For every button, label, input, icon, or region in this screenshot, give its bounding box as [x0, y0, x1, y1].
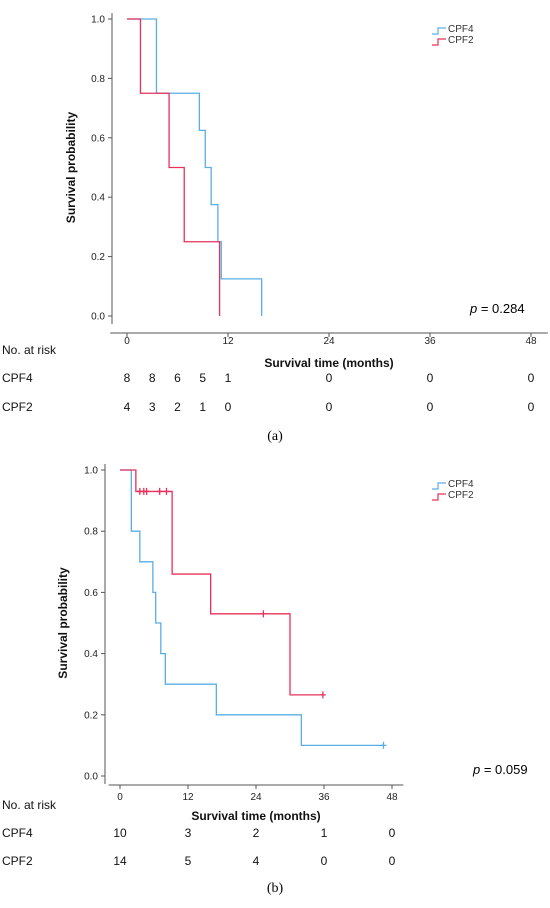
risk-cell: 0 — [326, 400, 333, 414]
censor-mark-cpf4 — [380, 741, 387, 749]
risk-cell: 8 — [124, 371, 131, 385]
x-tick-label: 48 — [386, 792, 398, 803]
p-value-label: p — [469, 301, 477, 316]
x-tick-label: 0 — [124, 336, 130, 347]
x-tick-label: 36 — [318, 792, 330, 803]
risk-row-name-cpf2: CPF2 — [2, 400, 33, 414]
risk-cell: 5 — [199, 371, 206, 385]
censor-mark-cpf2 — [260, 610, 267, 618]
risk-cell: 0 — [389, 854, 396, 868]
risk-cell: 14 — [113, 854, 127, 868]
p-value-number: = 0.284 — [477, 301, 524, 316]
y-axis-title: Survival probability — [56, 567, 70, 679]
y-tick-label: 0.8 — [91, 74, 105, 85]
risk-cell: 0 — [389, 826, 396, 840]
y-tick-label: 0.4 — [84, 649, 98, 660]
risk-table-title: No. at risk — [2, 798, 57, 812]
panel-caption: (b) — [267, 881, 284, 896]
legend-label-cpf4: CPF4 — [448, 24, 474, 35]
risk-cell: 2 — [174, 400, 181, 414]
y-tick-label: 0.0 — [84, 772, 98, 783]
p-value-text: p = 0.059 — [472, 762, 528, 777]
censor-mark-cpf2 — [163, 487, 170, 495]
legend-label-cpf4: CPF4 — [448, 479, 474, 490]
risk-cell: 1 — [321, 826, 328, 840]
y-tick-label: 0.8 — [84, 527, 98, 538]
risk-cell: 8 — [149, 371, 156, 385]
x-tick-label: 24 — [250, 792, 262, 803]
risk-cell: 0 — [528, 400, 535, 414]
censor-mark-cpf2 — [319, 691, 326, 699]
risk-cell: 4 — [124, 400, 131, 414]
risk-cell: 0 — [528, 371, 535, 385]
risk-cell: 0 — [427, 400, 434, 414]
censor-mark-cpf2 — [156, 487, 163, 495]
x-tick-label: 24 — [323, 336, 335, 347]
risk-cell: 2 — [253, 826, 260, 840]
p-value-text: p = 0.284 — [469, 301, 525, 316]
km-curve-cpf2 — [120, 469, 323, 696]
y-tick-label: 0.2 — [91, 252, 105, 263]
x-axis-title: Survival time (months) — [191, 809, 320, 823]
risk-row-name-cpf2: CPF2 — [2, 854, 33, 868]
x-tick-label: 0 — [117, 792, 123, 803]
risk-cell: 1 — [225, 371, 232, 385]
legend-label-cpf2: CPF2 — [448, 35, 474, 46]
risk-cell: 3 — [185, 826, 192, 840]
risk-cell: 6 — [174, 371, 181, 385]
risk-cell: 0 — [326, 371, 333, 385]
risk-cell: 3 — [149, 400, 156, 414]
legend-swatch-cpf4 — [432, 27, 446, 35]
x-tick-label: 12 — [222, 336, 234, 347]
y-tick-label: 0.6 — [84, 588, 98, 599]
legend-swatch-cpf4 — [432, 482, 446, 490]
risk-cell: 5 — [185, 854, 192, 868]
p-value-label: p — [472, 762, 480, 777]
risk-row-name-cpf4: CPF4 — [2, 826, 33, 840]
legend-swatch-cpf2 — [432, 493, 446, 501]
risk-cell: 0 — [427, 371, 434, 385]
legend-swatch-cpf2 — [432, 38, 446, 46]
legend-label-cpf2: CPF2 — [448, 490, 474, 501]
x-tick-label: 12 — [182, 792, 194, 803]
y-tick-label: 0.4 — [91, 193, 105, 204]
risk-cell: 4 — [253, 854, 260, 868]
km-curve-cpf4 — [120, 469, 384, 747]
x-tick-label: 36 — [424, 336, 436, 347]
risk-cell: 0 — [321, 854, 328, 868]
y-tick-label: 0.6 — [91, 133, 105, 144]
y-axis-title: Survival probability — [64, 111, 78, 223]
y-tick-label: 0.0 — [91, 312, 105, 323]
risk-row-name-cpf4: CPF4 — [2, 371, 33, 385]
km-curve-cpf4 — [127, 18, 263, 316]
p-value-number: = 0.059 — [480, 762, 527, 777]
km-curve-cpf2 — [127, 18, 221, 316]
x-tick-label: 48 — [525, 336, 537, 347]
risk-cell: 0 — [225, 400, 232, 414]
censor-mark-cpf2 — [143, 487, 150, 495]
risk-cell: 10 — [113, 826, 127, 840]
risk-cell: 1 — [199, 400, 206, 414]
km-panel-a: 0.0 0.2 0.4 0.6 0.8 1.0 0 12 24 36 48 Survival time… — [2, 13, 548, 444]
y-tick-label: 1.0 — [91, 15, 105, 26]
risk-table-title: No. at risk — [2, 343, 57, 357]
x-axis-title: Survival time (months) — [264, 356, 393, 370]
y-tick-label: 0.2 — [84, 710, 98, 721]
y-tick-label: 1.0 — [84, 466, 98, 477]
panel-caption: (a) — [267, 429, 283, 444]
km-panel-b: 0.0 0.2 0.4 0.6 0.8 1.0 0 12 24 36 48 Survival time… — [0, 454, 550, 908]
